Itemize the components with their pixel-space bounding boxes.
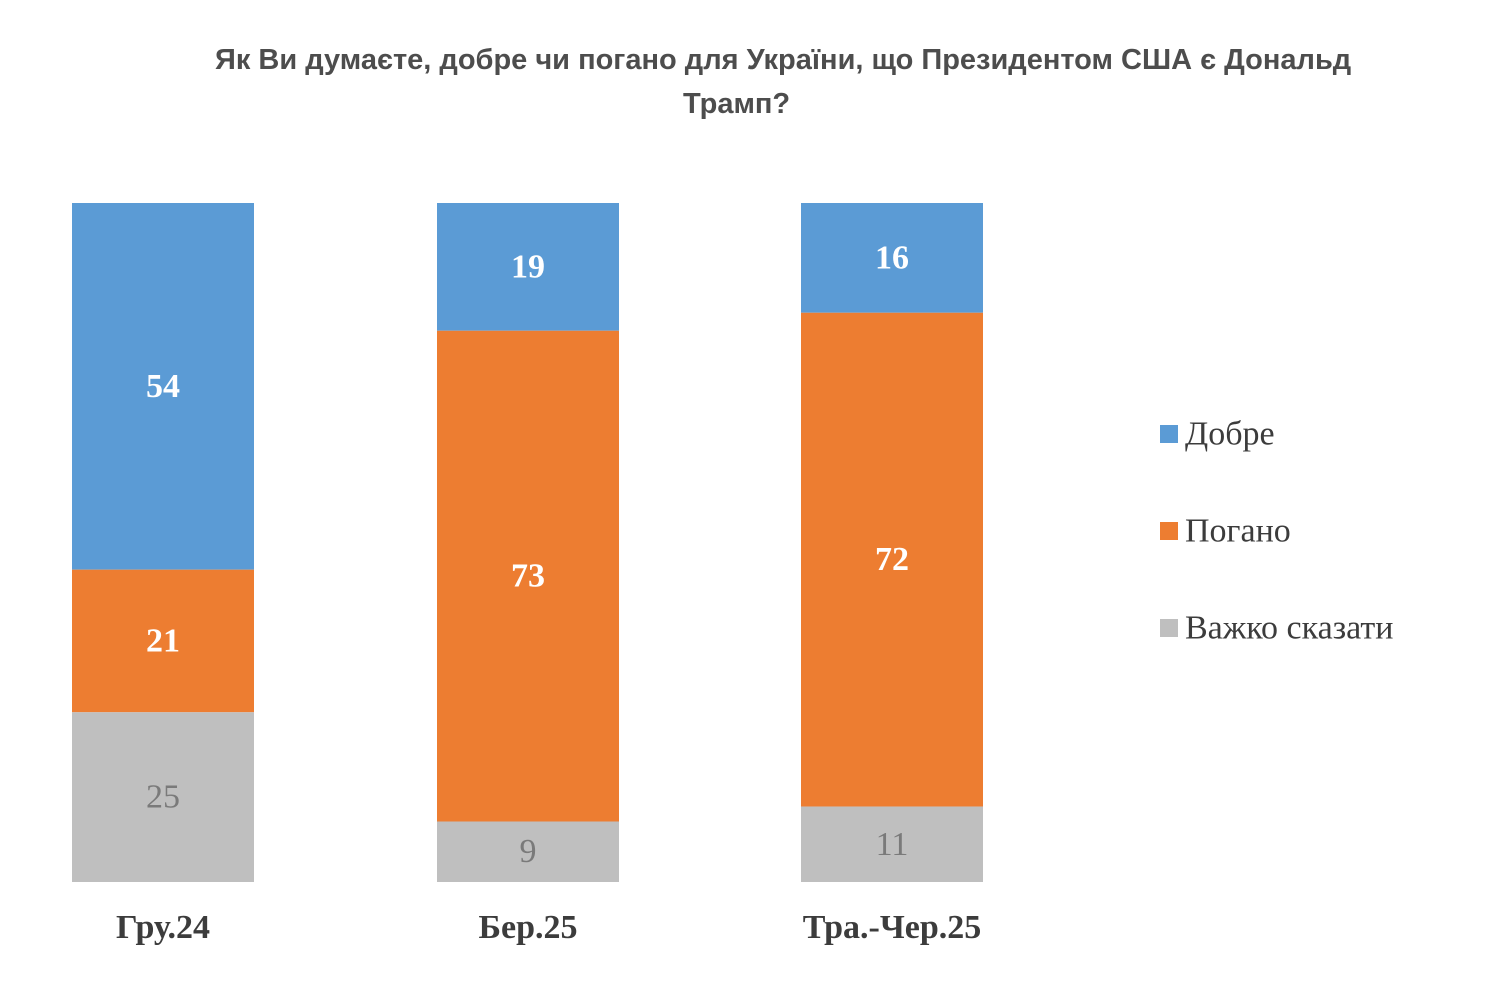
bar-segment-3-1 <box>801 203 983 313</box>
chart-title: Як Ви думаєте, добре чи погано для Украї… <box>0 38 1500 126</box>
legend-swatch-1 <box>1160 425 1178 443</box>
bar-segment-2-2 <box>437 330 619 822</box>
legend-swatch-3 <box>1160 619 1178 637</box>
bar-segment-3-3 <box>801 806 983 882</box>
chart-title-line-1: Як Ви думаєте, добре чи погано для Украї… <box>215 44 1352 76</box>
data-label-2-1: 19 <box>511 248 545 285</box>
bar-segment-2-3 <box>437 821 619 882</box>
bar-segment-1-1 <box>72 203 254 570</box>
bar-segment-1-2 <box>72 569 254 713</box>
bar-segment-3-2 <box>801 312 983 807</box>
bar-segment-2-1 <box>437 203 619 331</box>
legend-label-1: Добре <box>1185 416 1275 453</box>
data-label-2-3: 9 <box>520 833 537 870</box>
legend-swatch-2 <box>1160 522 1178 540</box>
legend: Добре Погано Важко сказати <box>1160 416 1393 647</box>
category-label-1: Гру.24 <box>116 909 210 946</box>
legend-label-2: Погано <box>1185 513 1291 550</box>
category-label-2: Бер.25 <box>479 909 578 946</box>
category-labels: Гру.24 Бер.25 Тра.-Чер.25 <box>116 909 981 946</box>
data-label-3-2: 72 <box>875 541 909 578</box>
data-label-2-2: 73 <box>511 558 545 595</box>
data-label-1-1: 54 <box>146 368 180 405</box>
data-label-3-3: 11 <box>876 826 909 863</box>
legend-label-3: Важко сказати <box>1185 610 1393 647</box>
chart-title-line-2: Трамп? <box>683 88 791 120</box>
data-label-3-1: 16 <box>875 239 909 276</box>
bar-segment-1-3 <box>72 712 254 882</box>
data-label-1-3: 25 <box>146 779 180 816</box>
data-label-1-2: 21 <box>146 622 180 659</box>
category-label-3: Тра.-Чер.25 <box>803 909 982 946</box>
bars-group: 54 21 25 19 73 9 16 72 11 <box>72 203 983 882</box>
